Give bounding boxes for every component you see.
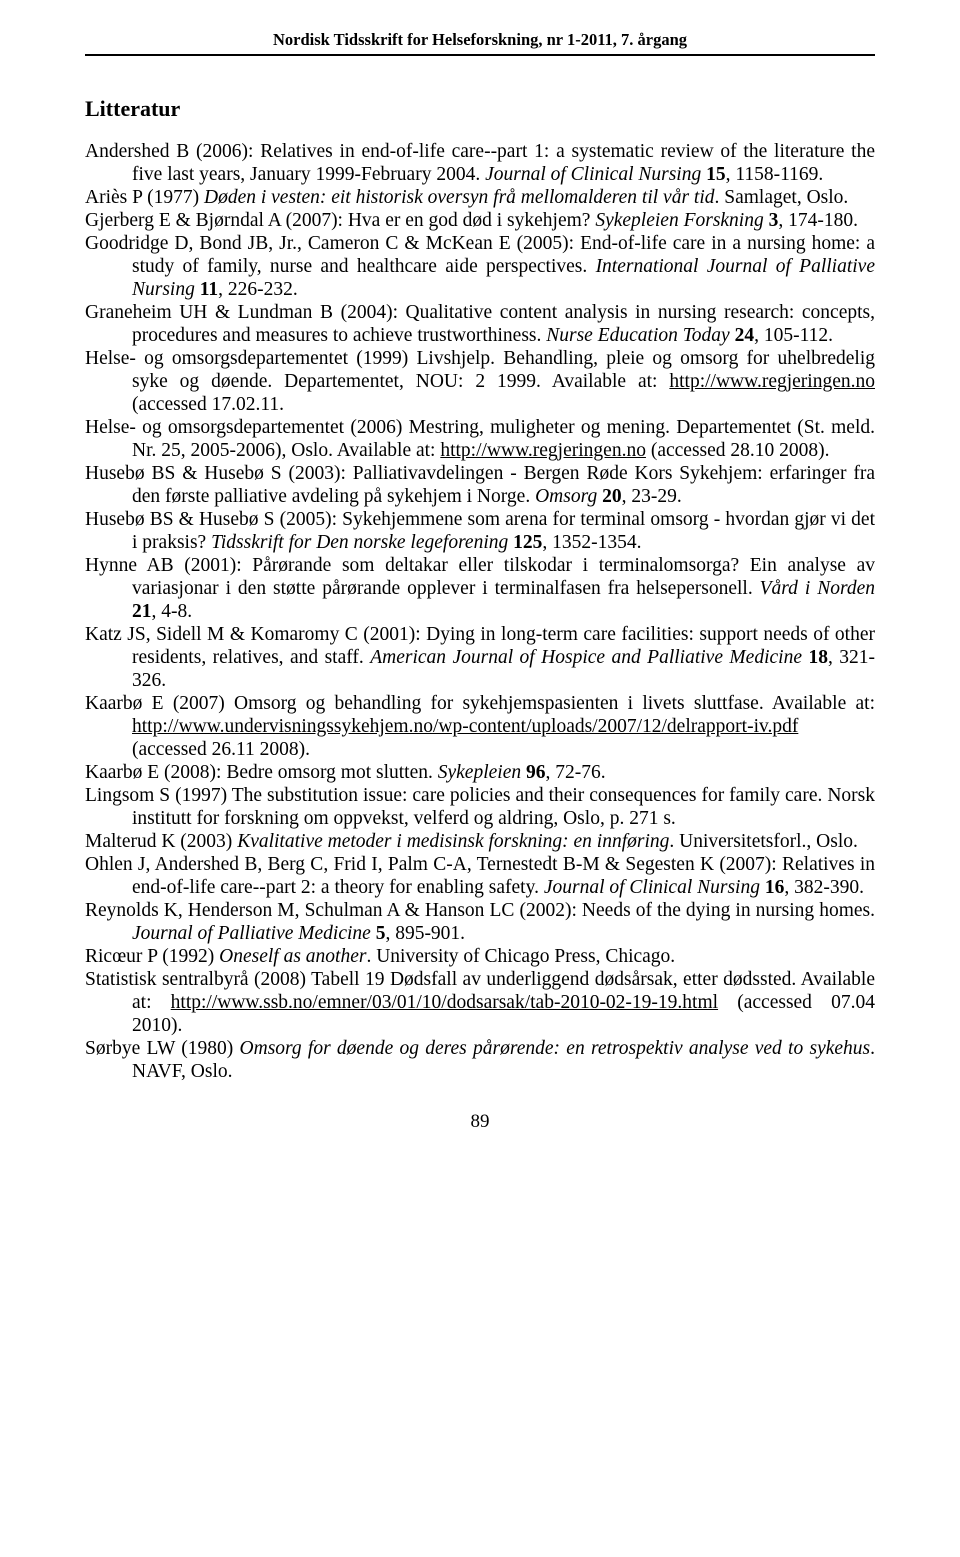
reference-segment: Døden i vesten: eit historisk oversyn fr…	[204, 187, 715, 208]
reference-item: Gjerberg E & Bjørndal A (2007): Hva er e…	[85, 209, 875, 232]
reference-segment: 5	[376, 923, 386, 944]
reference-segment: 24	[735, 325, 755, 346]
reference-segment: , 226-232.	[218, 279, 298, 300]
header-divider	[85, 54, 875, 56]
reference-segment: Hynne AB (2001): Pårørande som deltakar …	[85, 555, 875, 599]
reference-item: Goodridge D, Bond JB, Jr., Cameron C & M…	[85, 232, 875, 301]
reference-item: Ohlen J, Andershed B, Berg C, Frid I, Pa…	[85, 853, 875, 899]
reference-segment: 20	[602, 486, 622, 507]
reference-segment: 125	[513, 532, 542, 553]
reference-segment: Reynolds K, Henderson M, Schulman A & Ha…	[85, 900, 875, 921]
reference-segment: http://www.regjeringen.no	[669, 371, 875, 392]
reference-segment: Oneself as another	[219, 946, 366, 967]
reference-segment: Vård i Norden	[760, 578, 875, 599]
reference-segment: Lingsom S (1997) The substitution issue:…	[85, 785, 875, 829]
reference-item: Husebø BS & Husebø S (2005): Sykehjemmen…	[85, 508, 875, 554]
reference-segment: Kaarbø E (2008): Bedre omsorg mot slutte…	[85, 762, 438, 783]
reference-segment: http://www.regjeringen.no	[440, 440, 646, 461]
reference-segment: (accessed 26.11 2008).	[132, 739, 310, 760]
reference-segment: , 382-390.	[784, 877, 864, 898]
reference-item: Malterud K (2003) Kvalitative metoder i …	[85, 830, 875, 853]
reference-item: Ricœur P (1992) Oneself as another. Univ…	[85, 945, 875, 968]
reference-item: Reynolds K, Henderson M, Schulman A & Ha…	[85, 899, 875, 945]
reference-segment: 96	[526, 762, 546, 783]
reference-segment: . Universitetsforl., Oslo.	[669, 831, 857, 852]
references-list: Andershed B (2006): Relatives in end-of-…	[85, 140, 875, 1083]
reference-segment: Ariès P (1977)	[85, 187, 204, 208]
reference-item: Lingsom S (1997) The substitution issue:…	[85, 784, 875, 830]
reference-segment: Kvalitative metoder i medisinsk forsknin…	[237, 831, 669, 852]
reference-segment: 3	[769, 210, 779, 231]
reference-segment: Husebø BS & Husebø S (2003): Palliativav…	[85, 463, 875, 507]
reference-segment: Kaarbø E (2007) Omsorg og behandling for…	[85, 693, 875, 714]
section-title: Litteratur	[85, 96, 875, 122]
reference-segment: http://www.ssb.no/emner/03/01/10/dodsars…	[171, 992, 718, 1013]
reference-segment: . Samlaget, Oslo.	[715, 187, 849, 208]
reference-segment: (accessed 28.10 2008).	[646, 440, 830, 461]
reference-segment: . University of Chicago Press, Chicago.	[366, 946, 675, 967]
reference-item: Husebø BS & Husebø S (2003): Palliativav…	[85, 462, 875, 508]
reference-segment: , 4-8.	[152, 601, 193, 622]
reference-segment: 11	[200, 279, 218, 300]
reference-segment: , 1352-1354.	[542, 532, 641, 553]
reference-segment: Journal of Clinical Nursing	[485, 164, 701, 185]
reference-segment: Tidsskrift for Den norske legeforening	[211, 532, 508, 553]
reference-item: Hynne AB (2001): Pårørande som deltakar …	[85, 554, 875, 623]
reference-item: Graneheim UH & Lundman B (2004): Qualita…	[85, 301, 875, 347]
reference-segment: Nurse Education Today	[546, 325, 729, 346]
reference-segment: , 105-112.	[754, 325, 833, 346]
reference-segment: 15	[706, 164, 726, 185]
reference-segment: Journal of Palliative Medicine	[132, 923, 371, 944]
reference-segment: Omsorg for døende og deres pårørende: en…	[240, 1038, 871, 1059]
reference-segment: , 1158-1169.	[726, 164, 824, 185]
reference-item: Andershed B (2006): Relatives in end-of-…	[85, 140, 875, 186]
reference-segment: American Journal of Hospice and Palliati…	[370, 647, 802, 668]
journal-header: Nordisk Tidsskrift for Helseforskning, n…	[85, 30, 875, 50]
reference-segment: 18	[808, 647, 828, 668]
reference-segment: Ricœur P (1992)	[85, 946, 219, 967]
reference-segment: 16	[765, 877, 785, 898]
reference-item: Kaarbø E (2008): Bedre omsorg mot slutte…	[85, 761, 875, 784]
reference-segment: , 72-76.	[546, 762, 606, 783]
reference-segment: Omsorg	[535, 486, 597, 507]
reference-segment: Malterud K (2003)	[85, 831, 237, 852]
reference-item: Helse- og omsorgsdepartementet (2006) Me…	[85, 416, 875, 462]
reference-segment: , 895-901.	[385, 923, 465, 944]
reference-segment: Journal of Clinical Nursing	[544, 877, 760, 898]
reference-segment: Gjerberg E & Bjørndal A (2007): Hva er e…	[85, 210, 595, 231]
reference-segment: Sykepleien	[438, 762, 521, 783]
reference-segment: , 23-29.	[622, 486, 682, 507]
reference-segment: http://www.undervisningssykehjem.no/wp-c…	[132, 716, 798, 737]
reference-item: Sørbye LW (1980) Omsorg for døende og de…	[85, 1037, 875, 1083]
reference-segment: Sørbye LW (1980)	[85, 1038, 240, 1059]
reference-item: Katz JS, Sidell M & Komaromy C (2001): D…	[85, 623, 875, 692]
reference-segment: Sykepleien Forskning	[595, 210, 763, 231]
reference-segment: (accessed 17.02.11.	[132, 394, 284, 415]
reference-segment: 21	[132, 601, 152, 622]
reference-segment: , 174-180.	[778, 210, 858, 231]
reference-item: Statistisk sentralbyrå (2008) Tabell 19 …	[85, 968, 875, 1037]
page-number: 89	[85, 1111, 875, 1133]
reference-item: Helse- og omsorgsdepartementet (1999) Li…	[85, 347, 875, 416]
reference-item: Kaarbø E (2007) Omsorg og behandling for…	[85, 692, 875, 761]
reference-item: Ariès P (1977) Døden i vesten: eit histo…	[85, 186, 875, 209]
